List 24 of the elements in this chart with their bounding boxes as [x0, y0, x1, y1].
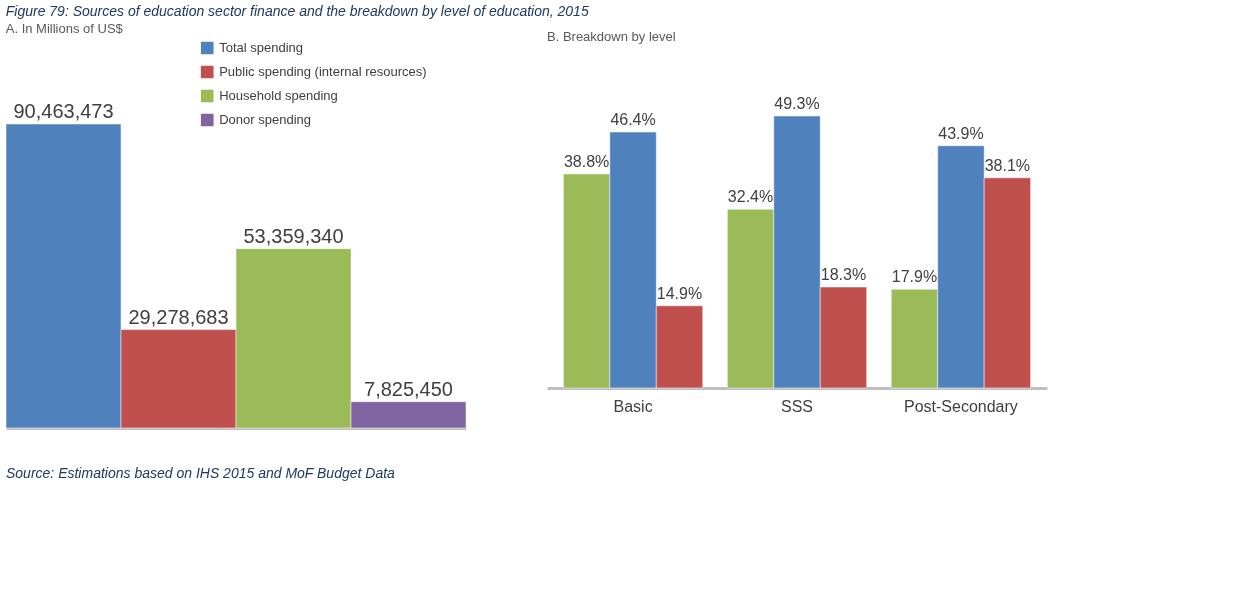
legend-label: Total spending — [219, 40, 304, 55]
data-label: 43.9% — [938, 124, 984, 142]
data-label: 14.9% — [656, 284, 703, 302]
chart-subtitle: A. In Millions of US$ — [5, 21, 124, 36]
data-label: 38.1% — [984, 156, 1031, 174]
x-tick-label: Post-Secondary — [904, 397, 1018, 415]
legend-label: Household spending — [219, 88, 338, 103]
chart-title: Figure 79: Sources of education sector finance and the breakdown by level of education, 2015 — [5, 3, 589, 19]
data-label: 53,359,340 — [243, 224, 344, 247]
data-label: 29,278,683 — [128, 305, 229, 328]
data-label: 17.9% — [891, 268, 938, 286]
data-label: 90,463,473 — [13, 100, 114, 122]
data-label: 32.4% — [727, 188, 774, 206]
source-note: Source: Estimations based on IHS 2015 and MoF Budget Data — [6, 465, 396, 481]
legend-label: Public spending (internal resources) — [219, 64, 427, 79]
chart-title: B. Breakdown by level — [547, 29, 676, 44]
x-tick-label: Basic — [613, 397, 653, 415]
legend-label: Donor spending — [219, 112, 311, 127]
data-label: 7,825,450 — [364, 377, 453, 400]
x-tick-label: SSS — [780, 397, 814, 415]
data-label: 38.8% — [563, 152, 610, 170]
data-label: 49.3% — [774, 95, 820, 112]
data-label: 46.4% — [610, 111, 656, 128]
data-label: 18.3% — [820, 266, 867, 284]
